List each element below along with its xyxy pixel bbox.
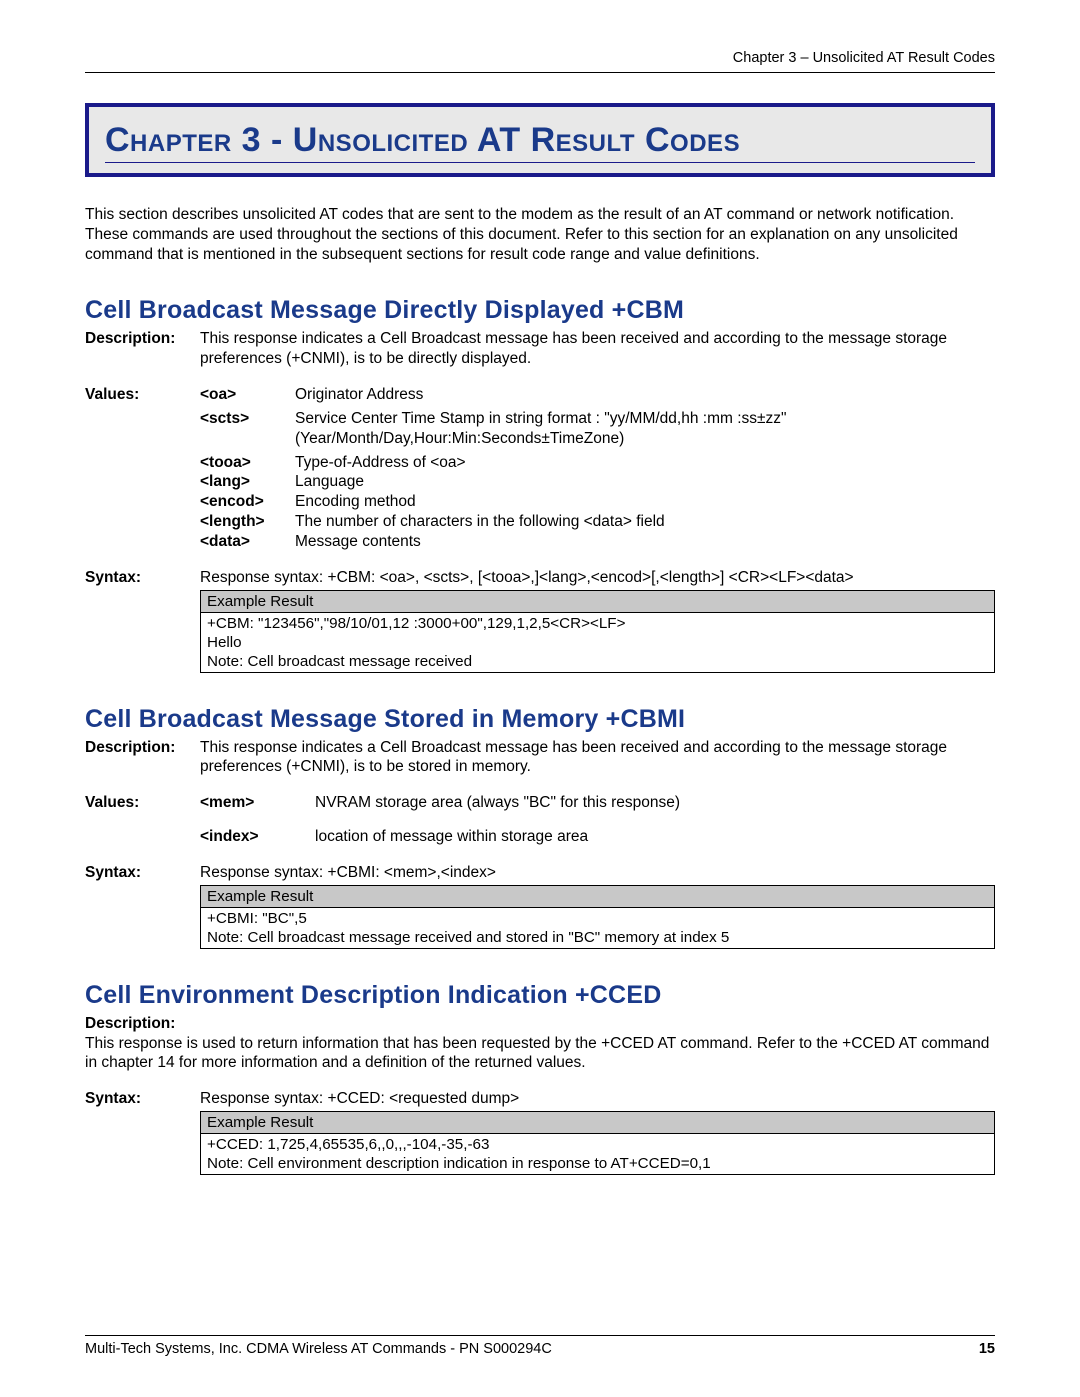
value-item: <lang>Language bbox=[200, 472, 995, 492]
syntax-row: Syntax: Response syntax: +CBM: <oa>, <sc… bbox=[85, 568, 995, 673]
syntax-row: Syntax: Response syntax: +CCED: <request… bbox=[85, 1089, 995, 1175]
chapter-title: Chapter 3 - Unsolicited AT Result Codes bbox=[105, 121, 975, 163]
intro-paragraph: This section describes unsolicited AT co… bbox=[85, 205, 995, 264]
value-item: <oa>Originator Address bbox=[200, 385, 995, 405]
section-heading-cbmi: Cell Broadcast Message Stored in Memory … bbox=[85, 705, 995, 734]
page-header: Chapter 3 – Unsolicited AT Result Codes bbox=[85, 50, 995, 73]
syntax-label: Syntax: bbox=[85, 1089, 200, 1175]
example-body: +CCED: 1,725,4,65535,6,,0,,,-104,-35,-63… bbox=[201, 1134, 995, 1175]
section-heading-cbm: Cell Broadcast Message Directly Displaye… bbox=[85, 296, 995, 325]
example-table: Example Result +CBMI: "BC",5 Note: Cell … bbox=[200, 885, 995, 949]
footer-text: Multi-Tech Systems, Inc. CDMA Wireless A… bbox=[85, 1341, 552, 1357]
description-text: This response indicates a Cell Broadcast… bbox=[200, 738, 995, 778]
example-line: +CCED: 1,725,4,65535,6,,0,,,-104,-35,-63 bbox=[207, 1135, 988, 1154]
description-text: This response is used to return informat… bbox=[85, 1034, 995, 1074]
example-line: +CBM: "123456","98/10/01,12 :3000+00",12… bbox=[207, 614, 988, 633]
value-key: <data> bbox=[200, 532, 295, 552]
value-item: <data>Message contents bbox=[200, 532, 995, 552]
description-label: Description: bbox=[85, 738, 200, 778]
value-key: <lang> bbox=[200, 472, 295, 492]
value-key: <scts> bbox=[200, 409, 295, 449]
syntax-content: Response syntax: +CBM: <oa>, <scts>, [<t… bbox=[200, 568, 995, 673]
syntax-text: Response syntax: +CBMI: <mem>,<index> bbox=[200, 863, 995, 883]
example-line: +CBMI: "BC",5 bbox=[207, 909, 988, 928]
description-row: Description: This response indicates a C… bbox=[85, 738, 995, 778]
example-line: Note: Cell broadcast message received bbox=[207, 652, 988, 671]
example-table: Example Result +CCED: 1,725,4,65535,6,,0… bbox=[200, 1111, 995, 1175]
value-key: <tooa> bbox=[200, 453, 295, 473]
value-key: <index> bbox=[200, 827, 315, 847]
syntax-text: Response syntax: +CCED: <requested dump> bbox=[200, 1089, 995, 1109]
value-desc: Originator Address bbox=[295, 385, 995, 405]
values-label: Values: bbox=[85, 793, 200, 847]
value-desc: Language bbox=[295, 472, 995, 492]
values-list: <oa>Originator Address <scts>Service Cen… bbox=[200, 385, 995, 552]
value-desc: The number of characters in the followin… bbox=[295, 512, 995, 532]
value-item: <index>location of message within storag… bbox=[200, 827, 995, 847]
values-row: Values: <oa>Originator Address <scts>Ser… bbox=[85, 385, 995, 552]
syntax-row: Syntax: Response syntax: +CBMI: <mem>,<i… bbox=[85, 863, 995, 949]
values-label: Values: bbox=[85, 385, 200, 552]
example-line: Note: Cell environment description indic… bbox=[207, 1154, 988, 1173]
description-text: This response indicates a Cell Broadcast… bbox=[200, 329, 995, 369]
value-key: <length> bbox=[200, 512, 295, 532]
syntax-content: Response syntax: +CCED: <requested dump>… bbox=[200, 1089, 995, 1175]
description-label: Description: bbox=[85, 329, 200, 369]
value-desc: Service Center Time Stamp in string form… bbox=[295, 409, 995, 449]
page-footer: Multi-Tech Systems, Inc. CDMA Wireless A… bbox=[85, 1335, 995, 1357]
values-list: <mem>NVRAM storage area (always "BC" for… bbox=[200, 793, 995, 847]
example-body: +CBMI: "BC",5 Note: Cell broadcast messa… bbox=[201, 907, 995, 948]
example-line: Note: Cell broadcast message received an… bbox=[207, 928, 988, 947]
syntax-label: Syntax: bbox=[85, 568, 200, 673]
example-header: Example Result bbox=[201, 885, 995, 907]
example-header: Example Result bbox=[201, 1112, 995, 1134]
example-header: Example Result bbox=[201, 590, 995, 612]
value-item: <length>The number of characters in the … bbox=[200, 512, 995, 532]
value-item: <mem>NVRAM storage area (always "BC" for… bbox=[200, 793, 995, 813]
chapter-title-box: Chapter 3 - Unsolicited AT Result Codes bbox=[85, 103, 995, 177]
syntax-label: Syntax: bbox=[85, 863, 200, 949]
section-heading-cced: Cell Environment Description Indication … bbox=[85, 981, 995, 1010]
page: Chapter 3 – Unsolicited AT Result Codes … bbox=[0, 0, 1080, 1397]
value-desc: Type-of-Address of <oa> bbox=[295, 453, 995, 473]
example-body: +CBM: "123456","98/10/01,12 :3000+00",12… bbox=[201, 612, 995, 672]
syntax-text: Response syntax: +CBM: <oa>, <scts>, [<t… bbox=[200, 568, 995, 588]
value-item: <encod>Encoding method bbox=[200, 492, 995, 512]
example-table: Example Result +CBM: "123456","98/10/01,… bbox=[200, 590, 995, 673]
value-key: <encod> bbox=[200, 492, 295, 512]
value-key: <oa> bbox=[200, 385, 295, 405]
value-item: <scts>Service Center Time Stamp in strin… bbox=[200, 409, 995, 449]
description-block: Description: This response is used to re… bbox=[85, 1014, 995, 1073]
value-desc: Encoding method bbox=[295, 492, 995, 512]
syntax-content: Response syntax: +CBMI: <mem>,<index> Ex… bbox=[200, 863, 995, 949]
value-desc: Message contents bbox=[295, 532, 995, 552]
value-desc: NVRAM storage area (always "BC" for this… bbox=[315, 793, 995, 813]
value-item: <tooa>Type-of-Address of <oa> bbox=[200, 453, 995, 473]
values-row: Values: <mem>NVRAM storage area (always … bbox=[85, 793, 995, 847]
example-line: Hello bbox=[207, 633, 988, 652]
value-desc: location of message within storage area bbox=[315, 827, 995, 847]
description-row: Description: This response indicates a C… bbox=[85, 329, 995, 369]
value-key: <mem> bbox=[200, 793, 315, 813]
page-number: 15 bbox=[979, 1341, 995, 1357]
description-label: Description: bbox=[85, 1014, 995, 1034]
